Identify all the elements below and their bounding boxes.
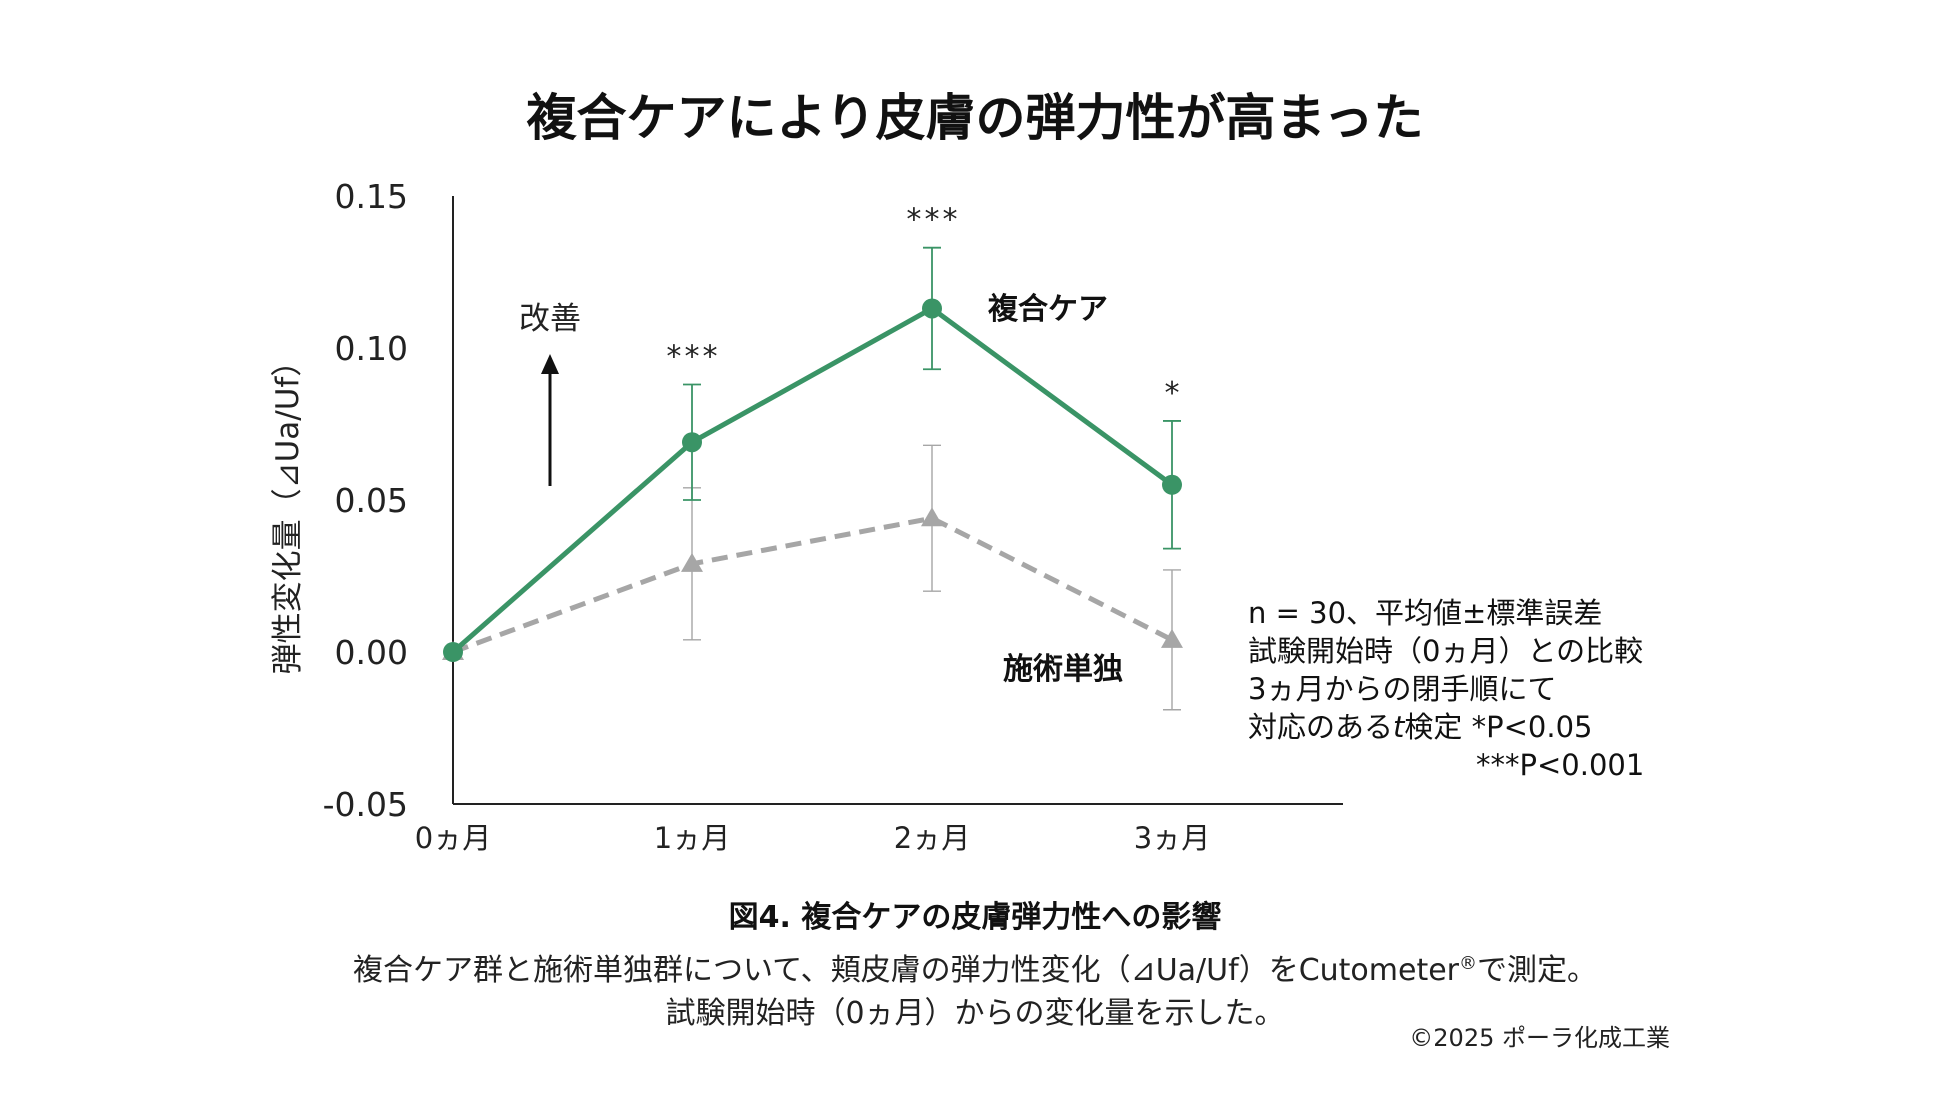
data-point — [443, 642, 463, 662]
data-point — [681, 552, 703, 572]
stats-line-p001: ***P<0.001 — [1476, 748, 1645, 782]
series-line-treatment-only — [452, 515, 1174, 655]
caption-line-1-a: 複合ケア群と施術単独群について、頬皮膚の弾力性変化（⊿Ua/Uf）をCutome… — [352, 953, 1460, 988]
y-axis-label: 弾性変化量（⊿Ua/Uf） — [270, 346, 306, 675]
figure-caption: 図4. 複合ケアの皮膚弾力性への影響 — [728, 900, 1222, 935]
significance-marker: * — [1163, 376, 1181, 411]
data-point — [1162, 474, 1182, 495]
x-tick-label: 2ヵ月 — [894, 821, 970, 855]
caption-line-1: 複合ケア群と施術単独群について、頬皮膚の弾力性変化（⊿Ua/Uf）をCutome… — [0, 945, 1950, 989]
data-point — [921, 507, 943, 527]
y-tick-label: 0.15 — [335, 177, 408, 216]
stats-test-suffix: 検定 *P<0.05 — [1404, 710, 1593, 744]
series-line-combined-care — [451, 305, 1174, 654]
series-label-combined-care: 複合ケア — [988, 292, 1108, 327]
improvement-arrow-head — [541, 354, 559, 374]
stats-line-comparison: 試験開始時（0ヵ月）との比較 — [1248, 634, 1644, 668]
caption-line-2: 試験開始時（0ヵ月）からの変化量を示した。 — [665, 996, 1285, 1031]
statistics-note: n = 30、平均値±標準誤差 試験開始時（0ヵ月）との比較 3ヵ月からの閉手順… — [1248, 594, 1644, 784]
caption-line-1-b: で測定。 — [1477, 953, 1598, 988]
stats-line-procedure: 3ヵ月からの閉手順にて — [1248, 672, 1557, 706]
stats-test-prefix: 対応のある — [1248, 710, 1394, 744]
data-point — [1161, 628, 1183, 648]
x-tick-label: 1ヵ月 — [654, 821, 730, 855]
improvement-label: 改善 — [519, 301, 581, 337]
data-point — [922, 298, 942, 319]
y-tick-label: 0.05 — [335, 481, 408, 520]
x-tick-label: 3ヵ月 — [1134, 821, 1210, 855]
chart-title: 複合ケアにより皮膚の弾力性が高まった — [526, 89, 1424, 147]
y-tick-label: -0.05 — [323, 785, 408, 824]
registered-mark: ® — [1459, 953, 1478, 974]
copyright: ©2025 ポーラ化成工業 — [1409, 1024, 1670, 1052]
significance-marker: *** — [905, 203, 959, 238]
x-tick-label: 0ヵ月 — [415, 821, 491, 855]
significance-marker: *** — [665, 339, 719, 374]
stats-test-t: t — [1393, 710, 1405, 744]
data-point — [682, 432, 702, 453]
y-tick-label: 0.10 — [335, 329, 408, 368]
stats-line-n: n = 30、平均値±標準誤差 — [1248, 596, 1603, 630]
series-label-treatment-only: 施術単独 — [1003, 652, 1123, 687]
stats-line-test: 対応のあるt検定 *P<0.05 — [1248, 708, 1644, 746]
y-tick-label: 0.00 — [335, 633, 408, 672]
